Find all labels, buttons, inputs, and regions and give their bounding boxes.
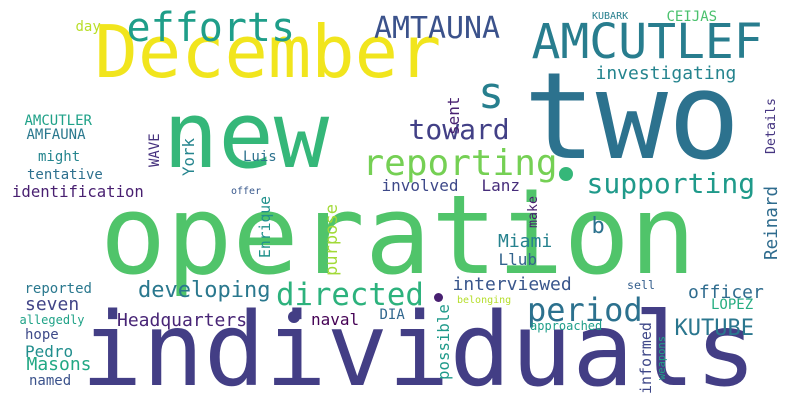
word-s: s [478,68,505,119]
word-reporting: reporting [362,143,558,184]
dot-glyph [288,311,300,323]
word-efforts: efforts [126,5,296,51]
word-details: Details [763,97,779,154]
word-pedro: Pedro [25,342,74,361]
word-b: b [591,214,605,239]
word-involved: involved [381,176,459,195]
word-interviewed: interviewed [452,274,572,295]
word-toward: toward [408,113,510,146]
word-miami: Miami [498,231,553,252]
word-amcutler: AMCUTLER [24,113,92,129]
word-york: York [179,138,198,176]
word-operation: operation [100,171,697,299]
word-possible: possible [434,304,453,380]
word-offer: offer [231,186,262,197]
word-december: December [94,10,442,94]
word-developing: developing [138,278,271,303]
word-headquarters: Headquarters [117,310,248,331]
word-directed: directed [276,277,424,313]
word-seven: seven [25,294,80,315]
word-belonging: belonging [457,295,512,306]
word-hope: hope [25,327,59,343]
word-dia: DIA [379,307,405,323]
word-luis: Luis [243,149,277,165]
dot-glyph [434,293,443,302]
word-informed: informed [636,322,655,394]
word-kubark: KUBARK [592,11,629,22]
word-supporting: supporting [586,167,756,200]
word-kutube: KUTUBE [674,316,754,341]
word-sent: sent [444,95,463,135]
word-reinard: Reinard [762,185,782,260]
word-reported: reported [24,281,92,297]
word-lanz: Lanz [481,176,521,195]
word-ceijas: CEIJAS [666,9,718,25]
word-purpose: purpose [321,203,342,276]
word-investigating: investigating [595,63,737,84]
word-amtauna: AMTAUNA [374,11,501,46]
word-allegedly: allegedly [19,313,85,327]
word-two: two [523,48,741,187]
word-might: might [38,149,81,165]
word-tentative: tentative [27,167,103,183]
word-amfauna: AMFAUNA [26,127,86,143]
word-named: named [29,373,72,389]
word-wave: WAVE [147,133,163,167]
word-enrique: Enrique [256,195,274,258]
word-lopez: LOPEZ [711,297,754,313]
word-masons: Masons [26,354,92,375]
word-weapons: weapons [656,336,668,380]
word-amcutlef: AMCUTLEF [531,14,763,70]
word-identification: identification [12,182,144,201]
word-new: new [163,82,330,189]
word-make: make [525,196,541,228]
word-period: period [527,291,643,329]
word-approached: approached [530,319,603,333]
word-individuals: individuals [81,291,757,405]
word-day: day [75,19,101,35]
word-naval: naval [311,310,360,329]
word-sell: sell [627,278,655,292]
dot-glyph [559,167,573,181]
word-llub: Llub [498,250,538,269]
word-officer: officer [688,282,764,303]
